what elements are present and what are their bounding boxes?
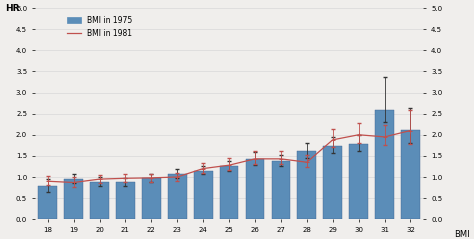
Bar: [168, 174, 187, 219]
Bar: [323, 146, 342, 219]
Bar: [116, 183, 135, 219]
Bar: [298, 151, 316, 219]
Bar: [375, 110, 394, 219]
Y-axis label: BMI: BMI: [455, 230, 470, 239]
Bar: [90, 182, 109, 219]
Bar: [401, 130, 420, 219]
Bar: [349, 144, 368, 219]
Bar: [142, 178, 161, 219]
Bar: [272, 161, 290, 219]
Bar: [64, 179, 83, 219]
Bar: [194, 171, 212, 219]
Y-axis label: HR: HR: [5, 4, 19, 13]
Legend: BMI in 1975, BMI in 1981: BMI in 1975, BMI in 1981: [66, 14, 134, 40]
Bar: [246, 159, 264, 219]
Bar: [220, 166, 238, 219]
Bar: [38, 186, 57, 219]
